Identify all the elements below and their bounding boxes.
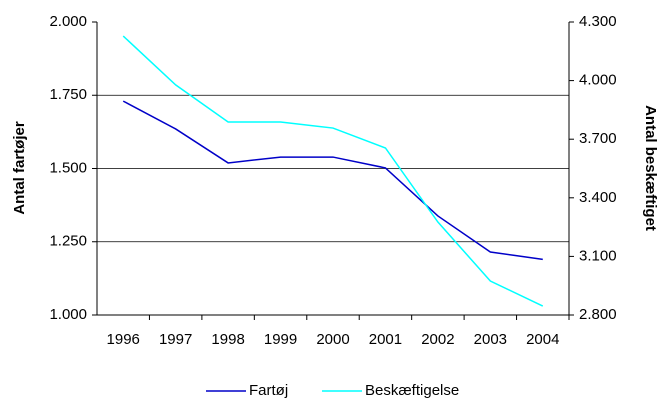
y-tick-label: 1.000	[49, 306, 87, 323]
x-tick-label: 1998	[211, 331, 244, 348]
y-tick-label: 2.000	[49, 13, 87, 30]
y2-tick-label: 3.100	[579, 247, 617, 264]
y2-tick-label: 4.000	[579, 72, 617, 89]
x-tick-label: 1999	[264, 331, 297, 348]
legend-label: Fartøj	[249, 382, 288, 399]
y2-tick-label: 3.700	[579, 130, 617, 147]
x-tick-label: 2000	[316, 331, 349, 348]
line-series	[122, 35, 544, 307]
x-tick-label: 2003	[474, 331, 507, 348]
y2-tick-label: 3.400	[579, 189, 617, 206]
line-series	[122, 100, 543, 261]
x-tick-label: 1996	[107, 331, 140, 348]
x-tick-label: 2001	[369, 331, 402, 348]
y2-tick-label: 2.800	[579, 306, 617, 323]
y2-tick-label: 4.300	[579, 13, 617, 30]
y-tick-label: 1.250	[49, 233, 87, 250]
legend-label: Beskæftigelse	[365, 382, 459, 399]
y-tick-label: 1.500	[49, 159, 87, 176]
x-tick-label: 2002	[421, 331, 454, 348]
y-tick-label: 1.750	[49, 86, 87, 103]
x-tick-label: 1997	[159, 331, 192, 348]
y2-axis-title: Antal beskæftiget	[642, 105, 659, 231]
x-tick-label: 2004	[526, 331, 559, 348]
y-axis-title: Antal fartøjer	[11, 121, 28, 215]
